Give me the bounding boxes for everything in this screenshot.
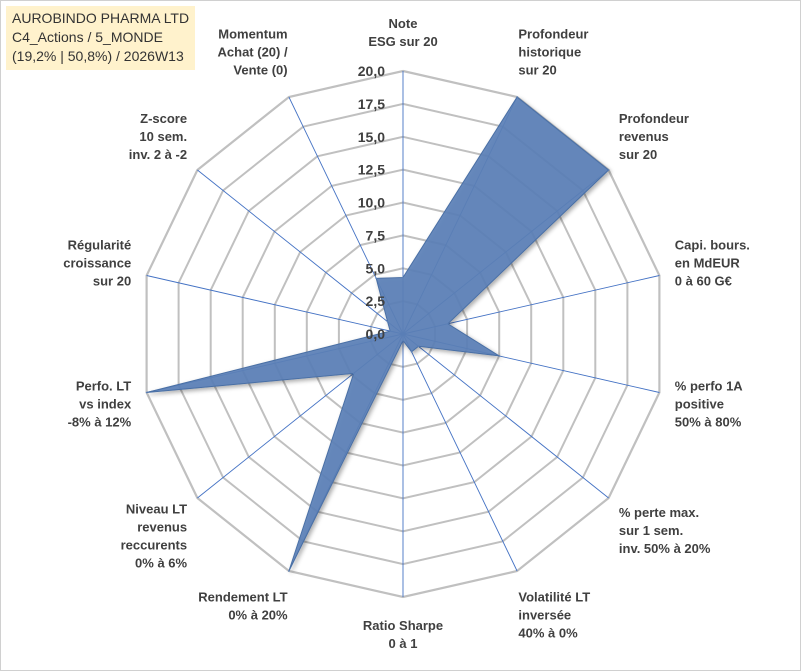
axis-label-line: Niveau LT	[126, 502, 187, 517]
data-point	[402, 339, 404, 342]
tick-label: 2,5	[366, 293, 386, 309]
axis-label-line: Profondeur	[518, 27, 588, 42]
axis-label-line: en MdEUR	[675, 256, 741, 271]
chart-title-box: AUROBINDO PHARMA LTD C4_Actions / 5_MOND…	[6, 6, 196, 70]
tick-label: 5,0	[366, 260, 386, 276]
axis-label-line: Vente (0)	[233, 63, 287, 78]
axis-label-line: sur 20	[93, 274, 131, 289]
data-point	[389, 330, 392, 332]
tick-label: 20,0	[358, 63, 385, 79]
axis-label-line: Ratio Sharpe	[363, 618, 443, 633]
data-point	[402, 276, 404, 279]
axis-label-line: 0% à 6%	[135, 556, 187, 571]
data-point	[516, 96, 518, 98]
axis-label-line: % perfo 1A	[675, 378, 744, 393]
axis-label: Rendement LT 0% à 20%	[198, 589, 288, 622]
axis-label-line: sur 20	[619, 147, 657, 162]
axis-label: Niveau LT revenus reccurents 0% à 6%	[121, 502, 188, 571]
data-point	[352, 372, 355, 375]
axis-label-line: Volatilité LT	[518, 589, 590, 604]
axis-label-line: inv. 2 à -2	[129, 147, 187, 162]
data-point	[410, 351, 413, 353]
axis-label-line: inv. 50% à 20%	[619, 541, 711, 556]
data-point	[375, 277, 378, 280]
axis-label: Volatilité LT inversée 40% à 0%	[518, 589, 590, 640]
data-point	[498, 355, 501, 357]
axis-label-line: Capi. bours.	[675, 238, 750, 253]
axis-label-line: 50% à 80%	[675, 414, 742, 429]
axis-label-line: Momentum	[218, 27, 287, 42]
axis-label-line: positive	[675, 396, 724, 411]
axis-label-line: Régularité	[68, 238, 132, 253]
radial-ticks: 0,0 2,5 5,0 7,5 10,0 12,5 15,0 17,5 20,0	[358, 63, 385, 342]
company-name: AUROBINDO PHARMA LTD	[12, 10, 190, 26]
data-point	[417, 345, 420, 348]
tick-label: 12,5	[358, 162, 385, 178]
axis-spoke	[402, 333, 609, 499]
axis-label-line: Rendement LT	[198, 589, 287, 604]
axis-label-line: Achat (20) /	[218, 45, 288, 60]
tick-label: 17,5	[358, 96, 385, 112]
axis-spoke	[197, 169, 404, 335]
axis-label-line: Perfo. LT	[76, 378, 131, 393]
data-point	[145, 391, 148, 394]
axis-label: Note ESG sur 20	[368, 16, 437, 49]
axis-label: Ratio Sharpe 0 à 1	[363, 618, 443, 651]
axis-label-line: revenus	[137, 520, 187, 535]
series	[145, 96, 610, 572]
axis-label: Capi. bours. en MdEUR 0 à 60 G€	[675, 238, 750, 289]
axis-label: Perfo. LT vs index -8% à 12%	[68, 378, 132, 429]
axis-labels: Note ESG sur 20 Profondeur historique sur 20…	[63, 16, 750, 651]
axis-label-line: Profondeur	[619, 111, 689, 126]
axis-label-line: 40% à 0%	[518, 625, 578, 640]
axis-label: Profondeur historique sur 20	[518, 27, 588, 78]
axis-label: Momentum Achat (20) / Vente (0)	[218, 27, 288, 78]
axis-label: Z-score 10 sem. inv. 2 à -2	[129, 111, 187, 162]
data-point	[386, 320, 389, 323]
tick-label: 10,0	[358, 195, 385, 211]
axis-spoke	[402, 333, 518, 572]
axis-label-line: revenus	[619, 129, 669, 144]
tick-label: 0,0	[366, 326, 386, 342]
axis-label-line: ESG sur 20	[368, 34, 437, 49]
axis-label-line: % perte max.	[619, 505, 699, 520]
axis-label-line: reccurents	[121, 538, 187, 553]
data-point	[447, 323, 449, 325]
axis-label: % perte max. sur 1 sem. inv. 50% à 20%	[619, 505, 711, 556]
axis-label: % perfo 1A positive 50% à 80%	[675, 378, 744, 429]
axis-label: Profondeur revenus sur 20	[619, 111, 689, 162]
data-point	[288, 570, 290, 572]
axis-label-line: vs index	[79, 396, 132, 411]
axis-label-line: croissance	[63, 256, 131, 271]
axis-label-line: 10 sem.	[139, 129, 187, 144]
axis-spoke	[146, 275, 404, 335]
axis-label-line: 0 à 60 G€	[675, 274, 732, 289]
axis-label-line: inversée	[518, 607, 571, 622]
axis-label-line: sur 20	[518, 63, 556, 78]
stats-week: (19,2% | 50,8%) / 2026W13	[12, 48, 184, 64]
axis-label-line: Z-score	[140, 111, 187, 126]
tick-label: 15,0	[358, 129, 385, 145]
axis-label-line: Note	[389, 16, 418, 31]
tick-label: 7,5	[366, 227, 386, 243]
axis-label-line: 0% à 20%	[228, 607, 288, 622]
axis-label-line: -8% à 12%	[68, 414, 132, 429]
category-path: C4_Actions / 5_MONDE	[12, 29, 163, 45]
axis-label-line: sur 1 sem.	[619, 523, 683, 538]
axis-label-line: historique	[518, 45, 581, 60]
data-point	[607, 169, 610, 171]
axis-label-line: 0 à 1	[389, 636, 418, 651]
axis-label: Régularité croissance sur 20	[63, 238, 131, 289]
